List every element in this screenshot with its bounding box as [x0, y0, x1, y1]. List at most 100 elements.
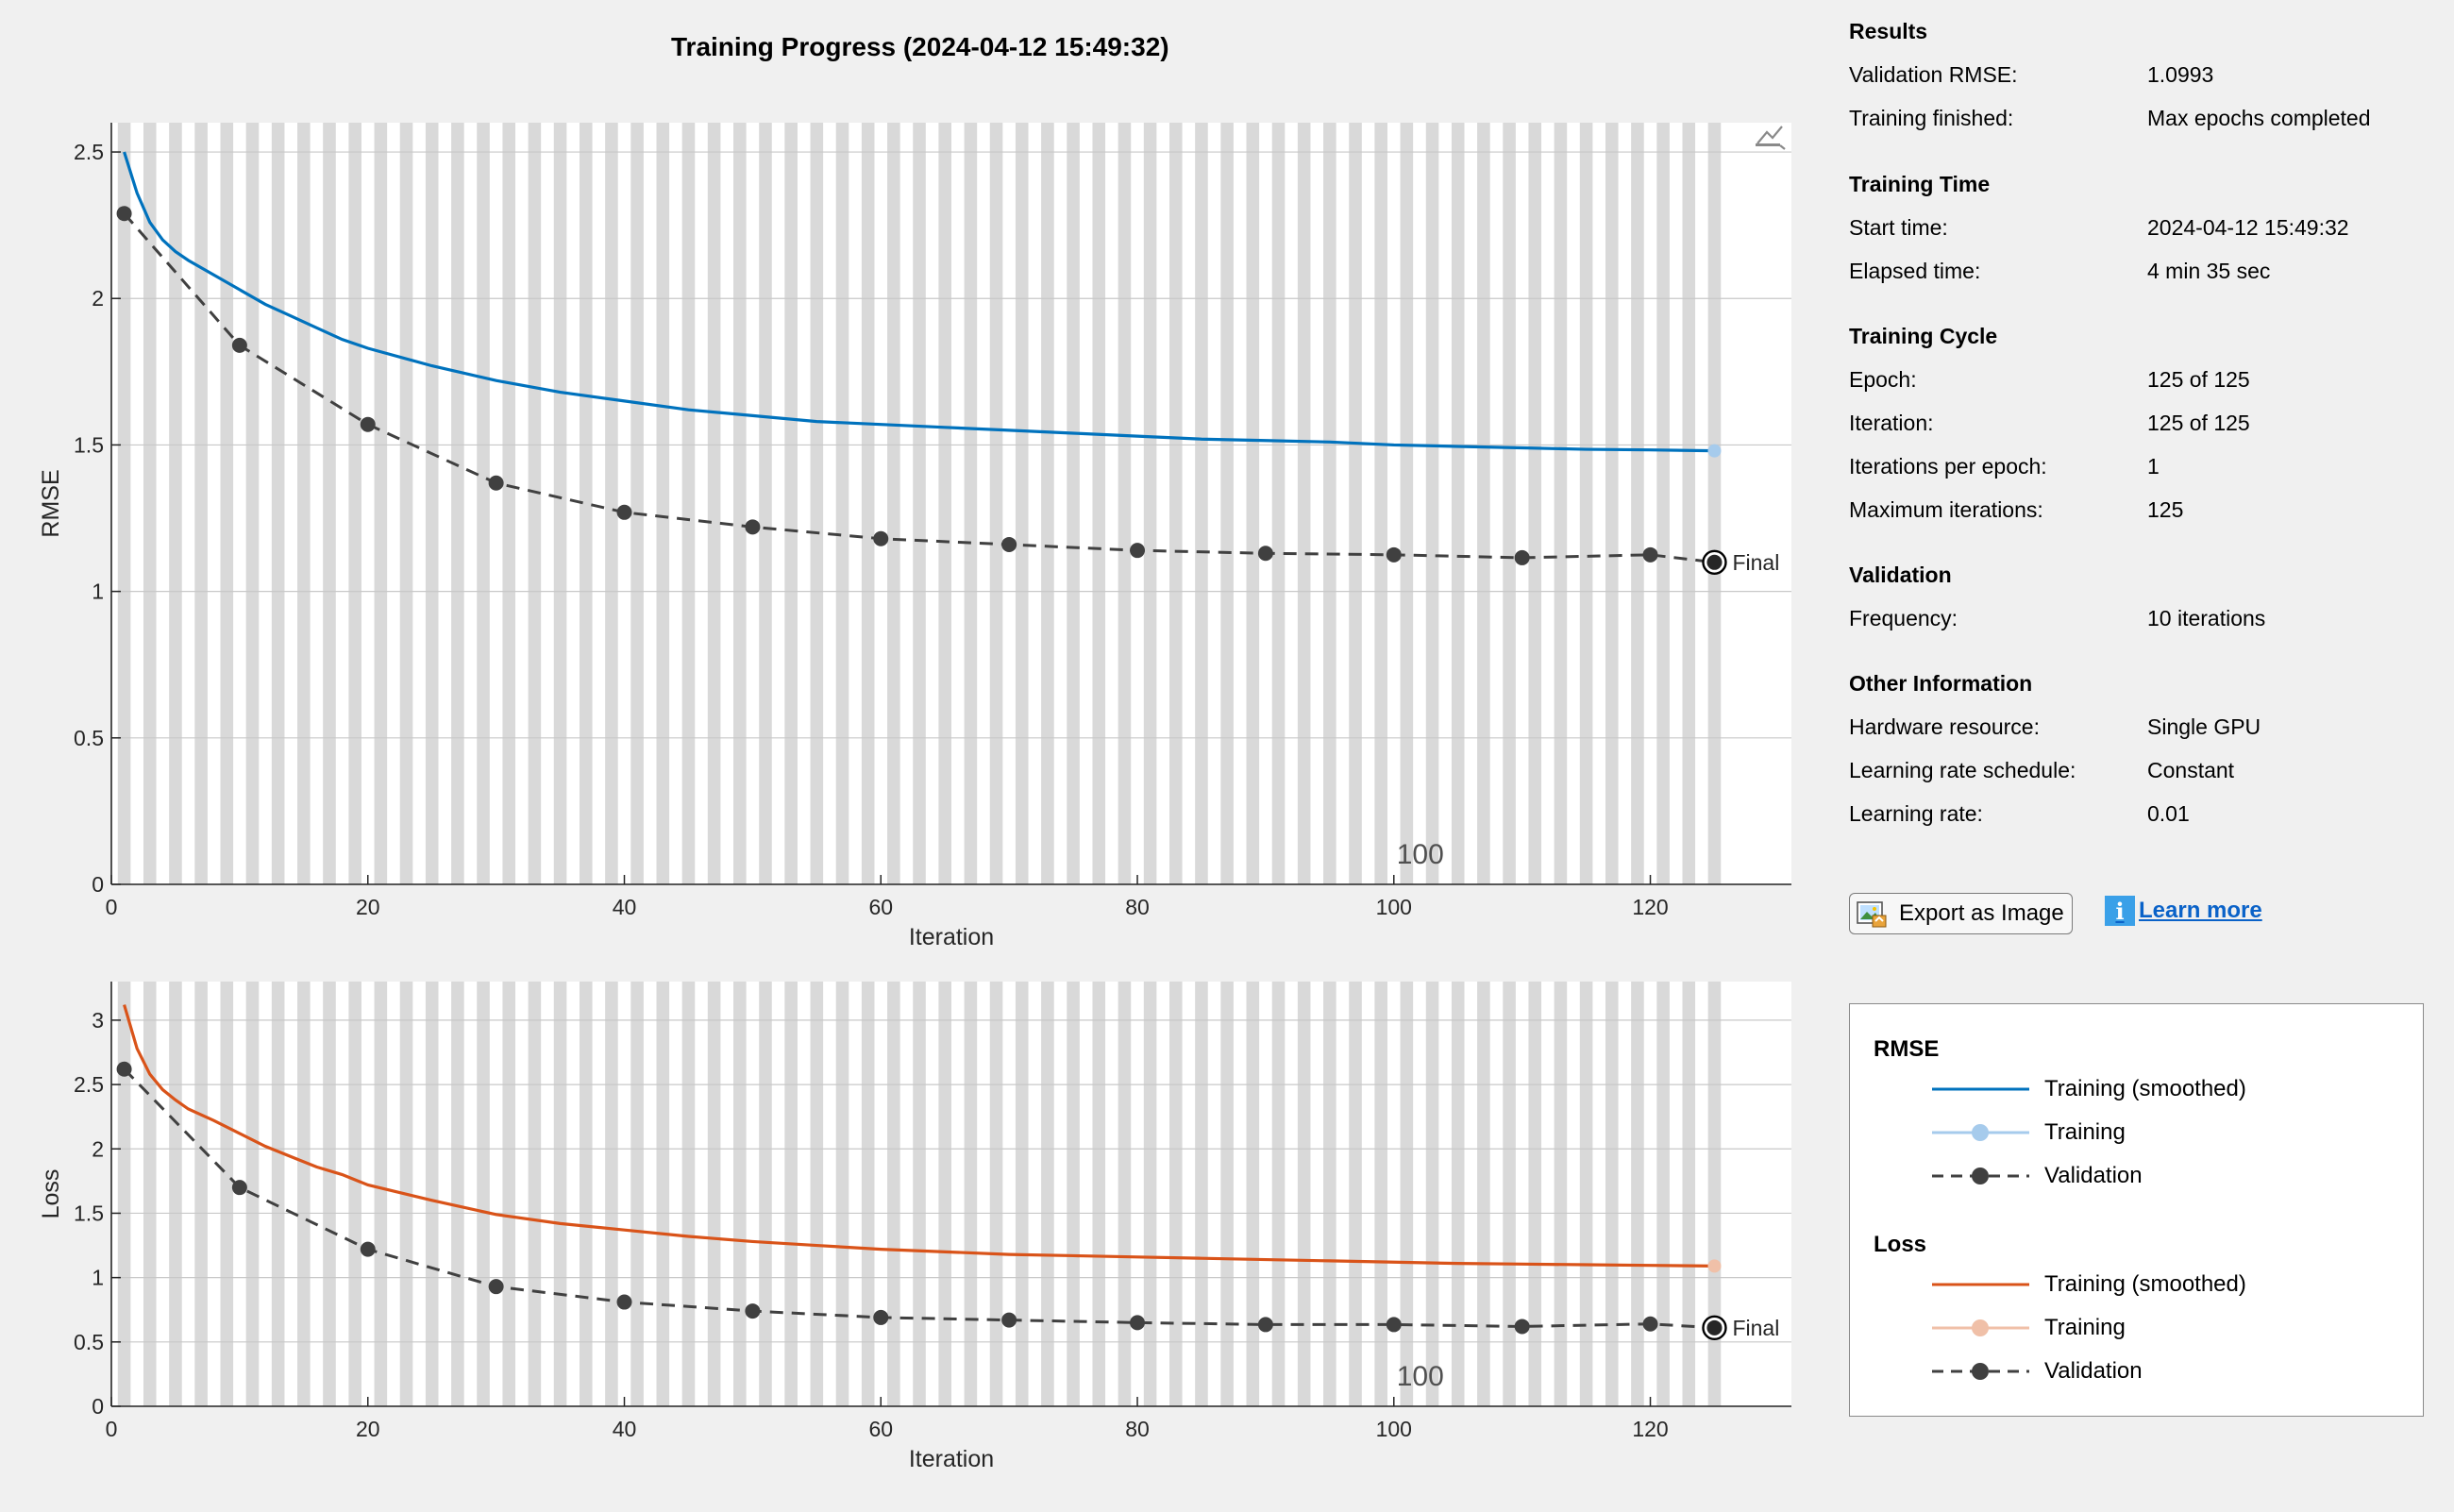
epoch-stripe: [348, 982, 361, 1406]
epoch-stripe: [1168, 982, 1183, 1406]
epoch-stripe: [1374, 982, 1387, 1406]
epoch-stripe: [887, 123, 900, 884]
epoch-stripe: [733, 123, 747, 884]
epoch-stripe: [1528, 123, 1542, 884]
epoch-stripe: [835, 982, 849, 1406]
x-tick-label: 40: [613, 1417, 637, 1441]
x-tick-label: 80: [1125, 1417, 1150, 1441]
epoch-stripe: [502, 982, 516, 1406]
axes-toolbar[interactable]: [1754, 121, 1788, 151]
final-label: Final: [1732, 550, 1779, 575]
learn-more-link[interactable]: i Learn more: [2105, 896, 2262, 926]
plot-title: Training Progress (2024-04-12 15:49:32): [671, 32, 1169, 61]
rmse-chart[interactable]: 0 20 40 60 80 100 120 0 0.5 1 1.5 2 2.5 Iteration RMSE…: [0, 0, 1822, 963]
info-row-label: Training finished:: [1849, 106, 2014, 130]
loss-chart[interactable]: 0 20 40 60 80 100 120 0 0.5 1 1.5 2 2.5 3 Iteration Los…: [0, 944, 1822, 1510]
info-row-label: Frequency:: [1849, 606, 1958, 630]
epoch-stripe: [1477, 982, 1490, 1406]
info-row-value: Single GPU: [2147, 714, 2261, 739]
legend-line-swatch: [1932, 1283, 2029, 1286]
y-tick-label: 1: [92, 580, 104, 604]
axes-toolbar-icon[interactable]: [1754, 121, 1788, 151]
epoch-stripe: [374, 982, 388, 1406]
legend-item-label: Training (smoothed): [2044, 1271, 2246, 1297]
epoch-stripe: [630, 123, 644, 884]
info-panel: Results Validation RMSE: 1.0993 Training fi…: [1849, 0, 2434, 1512]
learn-more-label[interactable]: Learn more: [2139, 898, 2262, 923]
epoch-stripe: [989, 982, 1003, 1406]
legend-item-label: Training (smoothed): [2044, 1076, 2246, 1101]
x-tick-label: 0: [106, 895, 118, 919]
epoch-marker-label: 100: [1397, 1361, 1444, 1392]
info-row-label: Iterations per epoch:: [1849, 454, 2047, 479]
epoch-stripe: [1220, 123, 1234, 884]
epoch-marker-label: 100: [1397, 839, 1444, 870]
x-tick-label: 0: [106, 1417, 118, 1441]
epoch-stripe: [605, 982, 618, 1406]
training-smoothed-line: [123, 1004, 1715, 1268]
x-axis-label: Iteration: [909, 924, 994, 950]
info-row-label: Learning rate:: [1849, 801, 1983, 826]
epoch-stripe: [117, 123, 131, 884]
validation-point: [1642, 1316, 1658, 1332]
info-row-label: Iteration:: [1849, 411, 1934, 435]
epoch-stripe: [1143, 123, 1157, 884]
epoch-stripe: [810, 123, 824, 884]
y-tick-label: 2.5: [74, 1072, 104, 1097]
epoch-stripe: [656, 123, 670, 884]
epoch-stripe: [1297, 123, 1311, 884]
y-tick-label: 1.5: [74, 1201, 104, 1225]
y-tick-label: 0.5: [74, 1330, 104, 1354]
validation-point: [1386, 546, 1402, 563]
x-tick-label: 20: [356, 895, 380, 919]
epoch-stripe: [1451, 123, 1465, 884]
x-tick-label: 100: [1376, 1417, 1412, 1441]
epoch-stripe: [1605, 123, 1619, 884]
epoch-stripe: [117, 982, 131, 1406]
validation-point: [1001, 536, 1017, 552]
legend-line-swatch: [1932, 1319, 2029, 1336]
epoch-stripe: [579, 982, 593, 1406]
epoch-stripe: [1451, 982, 1465, 1406]
epoch-stripe: [528, 123, 542, 884]
epoch-stripe: [1195, 123, 1208, 884]
epoch-stripe: [913, 123, 926, 884]
legend-item-label: Validation: [2044, 1358, 2143, 1384]
epoch-stripe: [1271, 982, 1286, 1406]
epoch-stripe: [887, 982, 900, 1406]
epoch-stripe: [245, 123, 260, 884]
x-tick-label: 120: [1632, 895, 1668, 919]
info-row-value: 125: [2147, 497, 2184, 522]
info-row-label: Validation RMSE:: [1849, 62, 2018, 87]
x-tick-label: 80: [1125, 895, 1150, 919]
epoch-stripe: [271, 982, 285, 1406]
epoch-stripe: [784, 982, 798, 1406]
y-tick-label: 2: [92, 286, 104, 311]
epoch-stripe: [938, 982, 951, 1406]
epoch-stripe: [169, 123, 182, 884]
validation-point: [1001, 1312, 1017, 1328]
plots-area: Training Progress (2024-04-12 15:49:32) …: [0, 0, 1822, 1510]
export-button-label: Export as Image: [1899, 900, 2064, 926]
validation-point: [360, 1241, 376, 1257]
epoch-stripe: [528, 982, 542, 1406]
epoch-stripe: [1297, 982, 1311, 1406]
export-as-image-button[interactable]: Export as Image: [1849, 893, 2073, 934]
epoch-stripe: [143, 123, 157, 884]
validation-point: [116, 206, 132, 222]
epoch-stripe: [1528, 982, 1542, 1406]
epoch-stripe: [1349, 123, 1362, 884]
epoch-stripe: [1323, 982, 1336, 1406]
info-section-title: Training Time: [1849, 172, 1991, 196]
epoch-stripe: [1631, 982, 1644, 1406]
x-tick-label: 60: [868, 895, 893, 919]
epoch-stripe: [707, 123, 721, 884]
legend-line-swatch: [1932, 1168, 2029, 1184]
epoch-stripe: [1015, 982, 1029, 1406]
epoch-stripe: [1067, 123, 1080, 884]
epoch-stripe: [656, 982, 670, 1406]
y-tick-label: 1: [92, 1266, 104, 1290]
validation-line: [123, 212, 1715, 564]
info-row-value: Max epochs completed: [2147, 106, 2371, 130]
legend-group-title: RMSE: [1874, 1036, 1940, 1062]
